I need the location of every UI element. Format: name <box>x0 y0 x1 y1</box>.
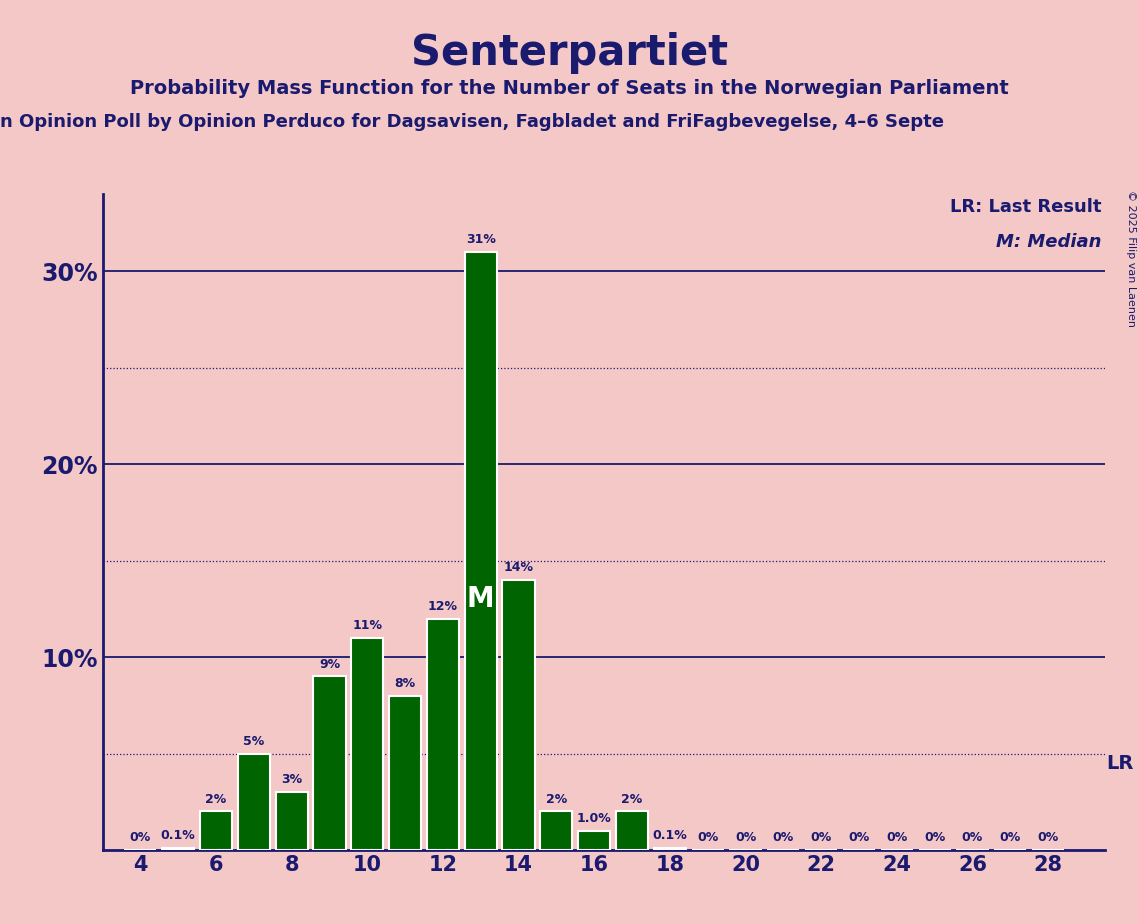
Text: 0%: 0% <box>961 832 983 845</box>
Bar <box>654 848 686 850</box>
Bar <box>276 792 308 850</box>
Text: 8%: 8% <box>394 677 416 690</box>
Text: © 2025 Filip van Laenen: © 2025 Filip van Laenen <box>1126 190 1136 327</box>
Text: 2%: 2% <box>622 793 642 806</box>
Text: M: Median: M: Median <box>995 233 1101 250</box>
Text: 3%: 3% <box>281 773 302 786</box>
Bar <box>390 696 421 850</box>
Text: 9%: 9% <box>319 658 341 671</box>
Text: 0%: 0% <box>697 832 719 845</box>
Text: 1.0%: 1.0% <box>576 812 612 825</box>
Bar <box>238 754 270 850</box>
Text: LR: Last Result: LR: Last Result <box>950 198 1101 216</box>
Text: 2%: 2% <box>205 793 227 806</box>
Text: 0%: 0% <box>1000 832 1021 845</box>
Bar <box>200 811 232 850</box>
Text: 12%: 12% <box>428 600 458 613</box>
Text: 11%: 11% <box>352 619 383 632</box>
Text: 0%: 0% <box>130 832 151 845</box>
Text: 0.1%: 0.1% <box>653 830 687 843</box>
Text: 31%: 31% <box>466 233 495 246</box>
Bar <box>162 848 195 850</box>
Bar <box>616 811 648 850</box>
Text: 5%: 5% <box>244 735 264 748</box>
Bar <box>313 676 345 850</box>
Bar <box>465 252 497 850</box>
Text: Probability Mass Function for the Number of Seats in the Norwegian Parliament: Probability Mass Function for the Number… <box>130 79 1009 98</box>
Bar <box>351 638 384 850</box>
Bar <box>427 618 459 850</box>
Text: 0%: 0% <box>849 832 869 845</box>
Text: 0%: 0% <box>924 832 945 845</box>
Text: 0%: 0% <box>886 832 908 845</box>
Text: LR: LR <box>1107 754 1134 772</box>
Text: 0%: 0% <box>735 832 756 845</box>
Text: M: M <box>467 585 494 613</box>
Text: Senterpartiet: Senterpartiet <box>411 32 728 74</box>
Bar <box>540 811 573 850</box>
Text: 2%: 2% <box>546 793 567 806</box>
Text: 0%: 0% <box>772 832 794 845</box>
Bar <box>579 831 611 850</box>
Text: 0%: 0% <box>811 832 831 845</box>
Bar <box>502 580 534 850</box>
Text: 14%: 14% <box>503 561 533 574</box>
Text: 0.1%: 0.1% <box>161 830 196 843</box>
Text: 0%: 0% <box>1038 832 1059 845</box>
Text: n Opinion Poll by Opinion Perduco for Dagsavisen, Fagbladet and FriFagbevegelse,: n Opinion Poll by Opinion Perduco for Da… <box>0 113 944 130</box>
